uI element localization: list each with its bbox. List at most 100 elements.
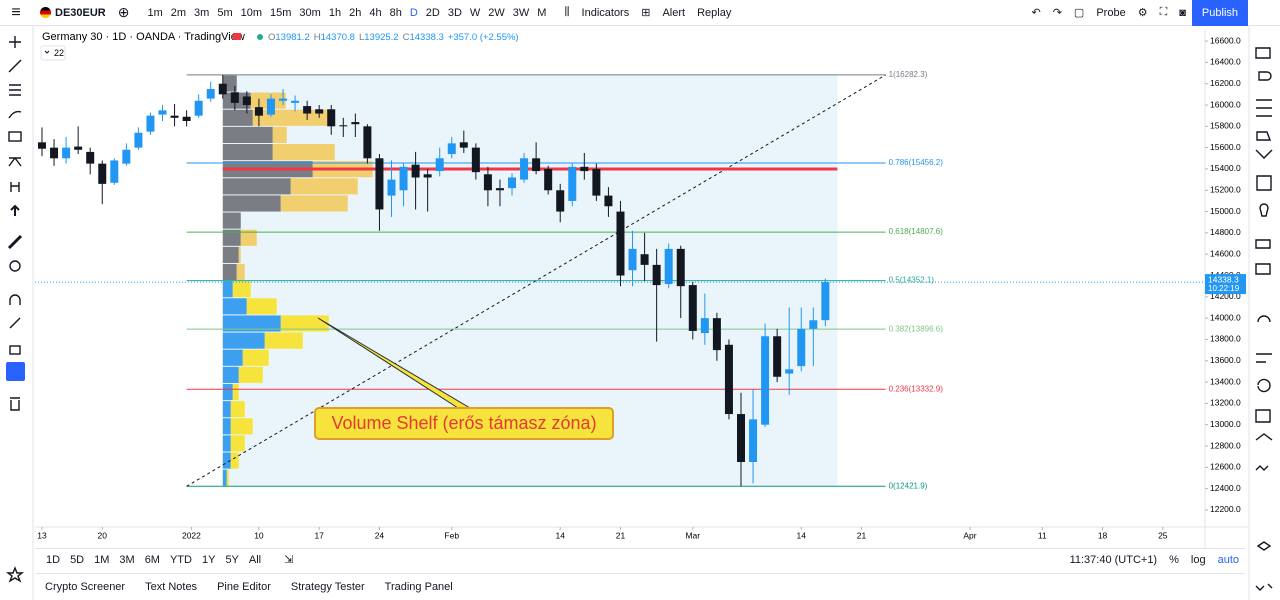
panel-tab[interactable]: Pine Editor <box>217 581 271 593</box>
x-tick-label: 18 <box>1098 530 1108 540</box>
interval[interactable]: 4h <box>369 6 382 19</box>
interval[interactable]: 1h <box>328 6 342 19</box>
settings[interactable]: ⚙ <box>1137 7 1148 19</box>
visibility-icon[interactable] <box>6 362 25 381</box>
layout[interactable]: ▢ <box>1073 7 1085 19</box>
log[interactable]: log <box>1190 553 1206 566</box>
interval[interactable]: 10m <box>240 6 263 19</box>
publish[interactable]: Publish <box>1191 0 1248 26</box>
y-tick-label: 16000.0 <box>1210 99 1241 109</box>
range[interactable]: 3M <box>119 553 135 566</box>
interval[interactable]: 2h <box>349 6 362 19</box>
shapes-icon[interactable] <box>10 204 20 216</box>
candle-body <box>520 158 529 180</box>
volume-row <box>232 383 239 401</box>
interval[interactable]: 3m <box>194 6 210 19</box>
goto-date[interactable]: ⇲ <box>284 554 294 566</box>
auto[interactable]: auto <box>1217 553 1239 566</box>
magnet-icon[interactable] <box>9 294 21 305</box>
x-tick-label: 2022 <box>182 530 201 540</box>
range[interactable]: 6M <box>144 553 160 566</box>
trendline-icon[interactable] <box>8 59 22 73</box>
range[interactable]: YTD <box>169 553 192 566</box>
probe[interactable]: Probe <box>1096 6 1126 19</box>
snapshot[interactable]: ◙ <box>1179 6 1186 19</box>
volume-row <box>222 195 281 212</box>
templates[interactable]: ⊞ <box>641 7 651 19</box>
cursor-icon[interactable] <box>9 36 21 48</box>
volume-row <box>280 195 348 212</box>
right-toolbar-icons[interactable] <box>1255 47 1273 591</box>
candle-body <box>315 109 324 114</box>
interval[interactable]: 30m <box>299 6 321 19</box>
candle-body <box>218 83 227 95</box>
volume-row <box>222 366 239 383</box>
volume-row <box>222 383 233 401</box>
interval[interactable]: 1m <box>147 6 163 19</box>
candle-body <box>471 147 480 173</box>
range[interactable]: 1Y <box>201 553 216 566</box>
lock-draw-icon[interactable] <box>9 317 21 329</box>
volume-row <box>226 469 229 486</box>
candle-body <box>508 177 517 189</box>
watchlist-star[interactable] <box>5 566 25 583</box>
interval[interactable]: 2m <box>170 6 187 19</box>
price-tag <box>1205 274 1246 295</box>
symbol[interactable]: DE30EUR <box>55 6 106 19</box>
interval[interactable]: 15m <box>270 6 292 19</box>
brush-icon[interactable] <box>8 110 22 119</box>
panel-tab[interactable]: Crypto Screener <box>45 581 126 593</box>
prediction-icon[interactable] <box>10 182 20 192</box>
ruler-icon[interactable] <box>7 234 23 250</box>
panel-tab[interactable]: Text Notes <box>145 581 198 593</box>
redo[interactable]: ↷ <box>1052 7 1062 19</box>
percent[interactable]: % <box>1169 553 1179 566</box>
interval[interactable]: D <box>409 6 418 19</box>
range[interactable]: 5D <box>70 553 85 566</box>
range[interactable]: 1D <box>46 553 61 566</box>
y-tick-label: 16400.0 <box>1210 57 1241 67</box>
panel-tab[interactable]: Strategy Tester <box>290 581 365 593</box>
trash-icon[interactable] <box>10 397 20 411</box>
x-tick-label: Apr <box>963 530 976 540</box>
range[interactable]: 1M <box>94 553 110 566</box>
fullscreen[interactable]: ⛶ <box>1159 6 1168 18</box>
y-tick-label: 15800.0 <box>1210 121 1241 131</box>
panel-tab[interactable]: Trading Panel <box>384 581 453 593</box>
legend-title: Germany 30 · 1D · OANDA · TradingView <box>42 31 245 43</box>
pattern-icon[interactable] <box>8 156 22 167</box>
candle-body <box>194 100 203 116</box>
volume-row <box>232 281 251 298</box>
legend-ohlc: O13981.2 H14370.8 L13925.2 C14338.3 +357.0 (… <box>268 32 519 43</box>
text-icon[interactable] <box>8 131 22 142</box>
interval[interactable]: 3W <box>512 6 530 19</box>
interval[interactable]: M <box>537 6 547 19</box>
undo[interactable]: ↶ <box>1031 7 1041 19</box>
range[interactable]: 5Y <box>225 553 239 566</box>
y-tick-label: 13400.0 <box>1210 376 1241 386</box>
candle-body <box>279 98 288 101</box>
y-tick-label: 15400.0 <box>1210 163 1241 173</box>
fib-icon[interactable] <box>9 84 21 96</box>
indicator-toggle[interactable] <box>40 45 66 61</box>
y-tick-label: 12600.0 <box>1210 462 1241 472</box>
alert[interactable]: Alert <box>662 6 686 19</box>
menu[interactable]: ≡ <box>11 3 21 21</box>
interval[interactable]: 2W <box>488 6 505 19</box>
lock-icon[interactable] <box>9 345 21 355</box>
range[interactable]: All <box>248 553 262 566</box>
volume-row <box>222 281 233 298</box>
indicators[interactable]: Indicators <box>581 6 630 19</box>
interval[interactable]: 5m <box>217 6 233 19</box>
interval[interactable]: 2D <box>425 6 440 19</box>
interval[interactable]: 3D <box>447 6 462 19</box>
chart-type[interactable]: ⫼ <box>564 6 570 18</box>
volume-row <box>222 178 291 195</box>
interval[interactable]: W <box>469 6 481 19</box>
candle-body <box>242 96 251 106</box>
candle-body <box>327 109 336 127</box>
zoom-icon[interactable] <box>9 260 21 272</box>
interval[interactable]: 8h <box>389 6 402 19</box>
replay[interactable]: Replay <box>697 6 732 19</box>
compare[interactable]: ⊕ <box>117 4 130 20</box>
